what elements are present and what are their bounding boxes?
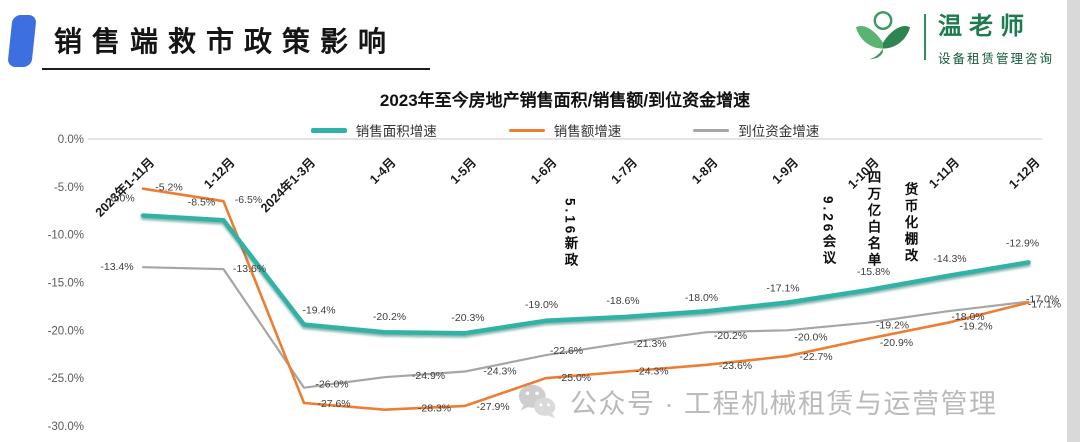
svg-text:-5.0%: -5.0% bbox=[54, 182, 84, 194]
brand-divider bbox=[923, 13, 926, 60]
legend-label: 到位资金增速 bbox=[738, 124, 820, 139]
svg-text:-18.0%: -18.0% bbox=[685, 292, 718, 304]
svg-text:-20.9%: -20.9% bbox=[880, 337, 913, 349]
svg-text:-17.1%: -17.1% bbox=[766, 283, 799, 295]
legend-swatch-teal bbox=[310, 127, 347, 133]
svg-text:-5.2%: -5.2% bbox=[155, 182, 182, 194]
svg-text:-22.6%: -22.6% bbox=[550, 345, 583, 357]
svg-text:2024年1-3月: 2024年1-3月 bbox=[257, 155, 318, 216]
legend-item-sales-area: 销售面积增速 bbox=[310, 120, 437, 140]
svg-text:-12.9%: -12.9% bbox=[1006, 237, 1039, 249]
brand-name: 温老师 bbox=[937, 14, 1031, 40]
svg-text:1-8月: 1-8月 bbox=[689, 155, 721, 187]
header: 销售端救市政策影响 bbox=[42, 16, 431, 70]
svg-text:-14.3%: -14.3% bbox=[933, 253, 966, 265]
svg-text:-26.0%: -26.0% bbox=[315, 379, 348, 391]
svg-text:-20.2%: -20.2% bbox=[373, 311, 406, 323]
svg-text:-28.3%: -28.3% bbox=[418, 403, 451, 415]
svg-text:1-11月: 1-11月 bbox=[926, 155, 962, 191]
brand-logo: 温老师 设备租赁管理咨询 bbox=[854, 6, 1054, 67]
svg-text:-15.0%: -15.0% bbox=[48, 278, 84, 290]
svg-text:-19.2%: -19.2% bbox=[876, 320, 909, 332]
legend-item-sales-amount: 销售额增速 bbox=[508, 120, 622, 140]
brand-subtitle: 设备租赁管理咨询 bbox=[937, 52, 1054, 66]
brand-text: 温老师 设备租赁管理咨询 bbox=[938, 6, 1054, 67]
chart-legend: 销售面积增速 销售额增速 到位资金增速 bbox=[90, 120, 1040, 140]
svg-text:1-10月: 1-10月 bbox=[845, 155, 881, 191]
svg-text:-20.2%: -20.2% bbox=[714, 330, 747, 342]
line-chart-plot: 0.0% -5.0% -10.0% -15.0% -20.0% -25.0% -30.0% 2… bbox=[48, 134, 1062, 433]
series-line-1 bbox=[141, 187, 1030, 412]
svg-text:1-6月: 1-6月 bbox=[528, 155, 560, 187]
svg-text:1-9月: 1-9月 bbox=[770, 155, 802, 187]
series-line-0 bbox=[140, 213, 1031, 336]
svg-text:-25.0%: -25.0% bbox=[48, 373, 84, 385]
data-labels: -8.0% -8.5% -19.4% -20.2% -20.3% -19.0% -18.6%… bbox=[100, 182, 1061, 415]
svg-text:1-4月: 1-4月 bbox=[367, 155, 399, 187]
legend-label: 销售面积增速 bbox=[355, 124, 437, 139]
svg-text:-24.3%: -24.3% bbox=[635, 366, 668, 378]
svg-text:-20.3%: -20.3% bbox=[451, 312, 484, 324]
svg-text:-18.6%: -18.6% bbox=[606, 295, 639, 307]
svg-text:-13.6%: -13.6% bbox=[233, 263, 266, 275]
svg-text:1-12月: 1-12月 bbox=[1006, 155, 1042, 191]
watermark-text: 公众号 · 工程机械租赁与运营管理 bbox=[570, 388, 998, 419]
svg-text:-30.0%: -30.0% bbox=[48, 421, 84, 433]
right-gutter bbox=[1067, 0, 1080, 442]
svg-text:-23.6%: -23.6% bbox=[719, 360, 752, 372]
svg-text:1-7月: 1-7月 bbox=[609, 155, 641, 187]
svg-text:-21.3%: -21.3% bbox=[633, 338, 666, 350]
legend-label: 销售额增速 bbox=[553, 124, 622, 139]
svg-text:-18.0%: -18.0% bbox=[951, 311, 984, 323]
svg-text:-10.0%: -10.0% bbox=[48, 230, 84, 242]
legend-swatch-orange bbox=[508, 128, 545, 132]
svg-text:-19.2%: -19.2% bbox=[959, 321, 992, 333]
svg-text:-8.5%: -8.5% bbox=[188, 196, 215, 208]
brand-bird-icon bbox=[855, 10, 911, 59]
legend-item-funds: 到位资金增速 bbox=[693, 120, 819, 140]
svg-text:-8.0%: -8.0% bbox=[107, 193, 134, 205]
svg-text:-24.3%: -24.3% bbox=[483, 366, 516, 378]
svg-text:1-12月: 1-12月 bbox=[201, 155, 237, 191]
svg-text:-19.0%: -19.0% bbox=[525, 299, 558, 311]
svg-text:-20.0%: -20.0% bbox=[794, 331, 827, 343]
x-axis-labels: 2023年1-11月 1-12月 2024年1-3月 1-4月 1-5月 1-6月 1-7月… bbox=[92, 155, 1043, 220]
svg-text:-13.4%: -13.4% bbox=[100, 261, 133, 273]
svg-text:-19.4%: -19.4% bbox=[302, 305, 335, 317]
svg-text:-6.5%: -6.5% bbox=[235, 194, 262, 206]
legend-swatch-gray bbox=[693, 128, 730, 132]
y-axis-labels: 0.0% -5.0% -10.0% -15.0% -20.0% -25.0% -30.0% bbox=[48, 134, 84, 433]
svg-text:-25.0%: -25.0% bbox=[558, 372, 591, 384]
title-accent-bar bbox=[7, 15, 37, 67]
wechat-icon bbox=[518, 384, 556, 419]
watermark: 公众号 · 工程机械租赁与运营管理 bbox=[514, 378, 998, 424]
svg-text:-20.0%: -20.0% bbox=[48, 325, 84, 337]
page-title: 销售端救市政策影响 bbox=[54, 26, 397, 57]
svg-text:0.0%: 0.0% bbox=[58, 134, 84, 146]
svg-text:-24.9%: -24.9% bbox=[412, 370, 445, 382]
svg-text:-17.1%: -17.1% bbox=[1028, 299, 1061, 311]
svg-text:-27.9%: -27.9% bbox=[476, 401, 509, 413]
svg-text:-27.6%: -27.6% bbox=[317, 398, 350, 410]
chart-title: 2023年至今房地产销售面积/销售额/到位资金增速 bbox=[379, 91, 751, 110]
svg-text:-15.8%: -15.8% bbox=[857, 266, 890, 278]
svg-text:-22.7%: -22.7% bbox=[799, 351, 832, 363]
svg-text:-17.0%: -17.0% bbox=[1026, 294, 1059, 306]
svg-text:2023年1-11月: 2023年1-11月 bbox=[92, 155, 157, 220]
svg-text:1-5月: 1-5月 bbox=[448, 155, 480, 187]
